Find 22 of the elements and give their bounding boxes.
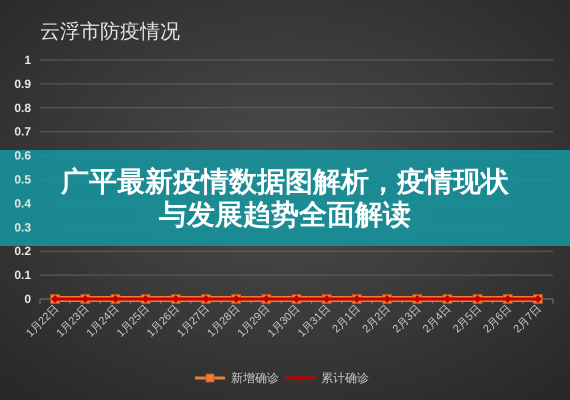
annotation: 广平最新疫情数据图解析，疫情现状与发展趋势全面解读 bbox=[60, 165, 510, 231]
ytick: 0.1 bbox=[14, 268, 31, 282]
ytick: 0.2 bbox=[14, 244, 31, 258]
xtick: 2月5日 bbox=[450, 302, 484, 336]
xtick: 2月6日 bbox=[481, 302, 514, 336]
xtick: 2月3日 bbox=[390, 302, 424, 336]
ytick: 0.5 bbox=[14, 172, 31, 186]
ytick: 0.9 bbox=[14, 76, 31, 91]
xtick: 2月2日 bbox=[360, 302, 394, 336]
xtick: 2月4日 bbox=[420, 302, 454, 336]
xtick: 2月7日 bbox=[511, 302, 544, 336]
ytick: 0.8 bbox=[14, 100, 31, 115]
legend-label: 新增确诊 bbox=[231, 371, 279, 385]
legend-label: 累计确诊 bbox=[321, 371, 369, 385]
ytick: 0 bbox=[24, 292, 31, 306]
title: 云浮市防疫情况 bbox=[40, 21, 180, 43]
ytick: 0.6 bbox=[14, 148, 31, 163]
ytick: 0.7 bbox=[14, 124, 31, 139]
ytick: 1 bbox=[24, 53, 31, 67]
ytick: 0.4 bbox=[14, 196, 31, 210]
xtick: 2月1日 bbox=[330, 302, 363, 336]
ytick: 0.3 bbox=[14, 220, 31, 234]
